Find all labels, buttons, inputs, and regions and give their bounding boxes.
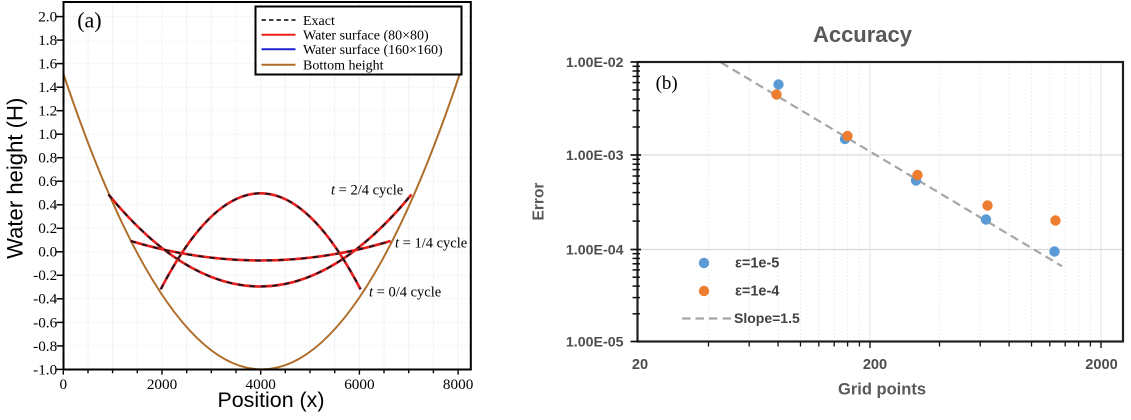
svg-text:Error: Error (531, 183, 548, 221)
svg-text:1.2: 1.2 (38, 103, 57, 120)
svg-text:t = 0/4 cycle: t = 0/4 cycle (369, 284, 441, 300)
svg-text:2000: 2000 (1085, 357, 1117, 373)
svg-text:20: 20 (632, 357, 648, 373)
svg-text:-0.2: -0.2 (33, 267, 57, 284)
svg-text:Water height (H): Water height (H) (3, 98, 28, 259)
svg-text:1.0: 1.0 (38, 126, 57, 143)
svg-text:0.2: 0.2 (38, 220, 57, 237)
svg-text:-1.0: -1.0 (33, 361, 57, 378)
svg-text:2000: 2000 (147, 376, 178, 393)
svg-text:Position (x): Position (x) (218, 388, 325, 412)
svg-text:8000: 8000 (443, 376, 474, 393)
svg-text:Exact: Exact (303, 14, 335, 29)
svg-text:1.8: 1.8 (38, 32, 57, 49)
svg-text:4000: 4000 (246, 376, 277, 393)
svg-text:1.00E-02: 1.00E-02 (566, 55, 624, 71)
svg-text:1.4: 1.4 (38, 79, 57, 96)
svg-text:1.00E-04: 1.00E-04 (566, 242, 624, 258)
svg-text:1.00E-05: 1.00E-05 (566, 334, 624, 350)
svg-text:0.4: 0.4 (38, 197, 57, 214)
svg-text:1.00E-03: 1.00E-03 (566, 148, 624, 164)
svg-text:Grid points: Grid points (838, 381, 926, 399)
svg-text:0.0: 0.0 (38, 244, 57, 261)
svg-text:t = 1/4 cycle: t = 1/4 cycle (395, 235, 467, 251)
svg-text:-0.8: -0.8 (33, 338, 57, 355)
svg-text:Water surface (80×80): Water surface (80×80) (303, 29, 429, 44)
svg-text:(b): (b) (656, 73, 678, 94)
svg-text:(a): (a) (77, 8, 101, 33)
svg-text:1.6: 1.6 (38, 56, 57, 73)
svg-text:Slope=1.5: Slope=1.5 (734, 310, 800, 326)
svg-text:ε=1e-5: ε=1e-5 (735, 256, 779, 272)
svg-text:Water surface (160×160): Water surface (160×160) (303, 43, 443, 58)
svg-text:Accuracy: Accuracy (813, 22, 913, 47)
svg-text:-0.6: -0.6 (33, 314, 57, 331)
svg-text:0.8: 0.8 (38, 150, 57, 167)
svg-text:ε=1e-4: ε=1e-4 (735, 284, 779, 300)
svg-text:0.6: 0.6 (38, 173, 57, 190)
svg-text:Bottom height: Bottom height (303, 59, 384, 74)
svg-text:6000: 6000 (344, 376, 375, 393)
svg-text:0: 0 (60, 376, 68, 393)
svg-text:2.0: 2.0 (38, 9, 57, 26)
svg-text:t = 2/4 cycle: t = 2/4 cycle (331, 182, 403, 198)
svg-text:200: 200 (863, 357, 887, 373)
svg-text:-0.4: -0.4 (33, 291, 57, 308)
